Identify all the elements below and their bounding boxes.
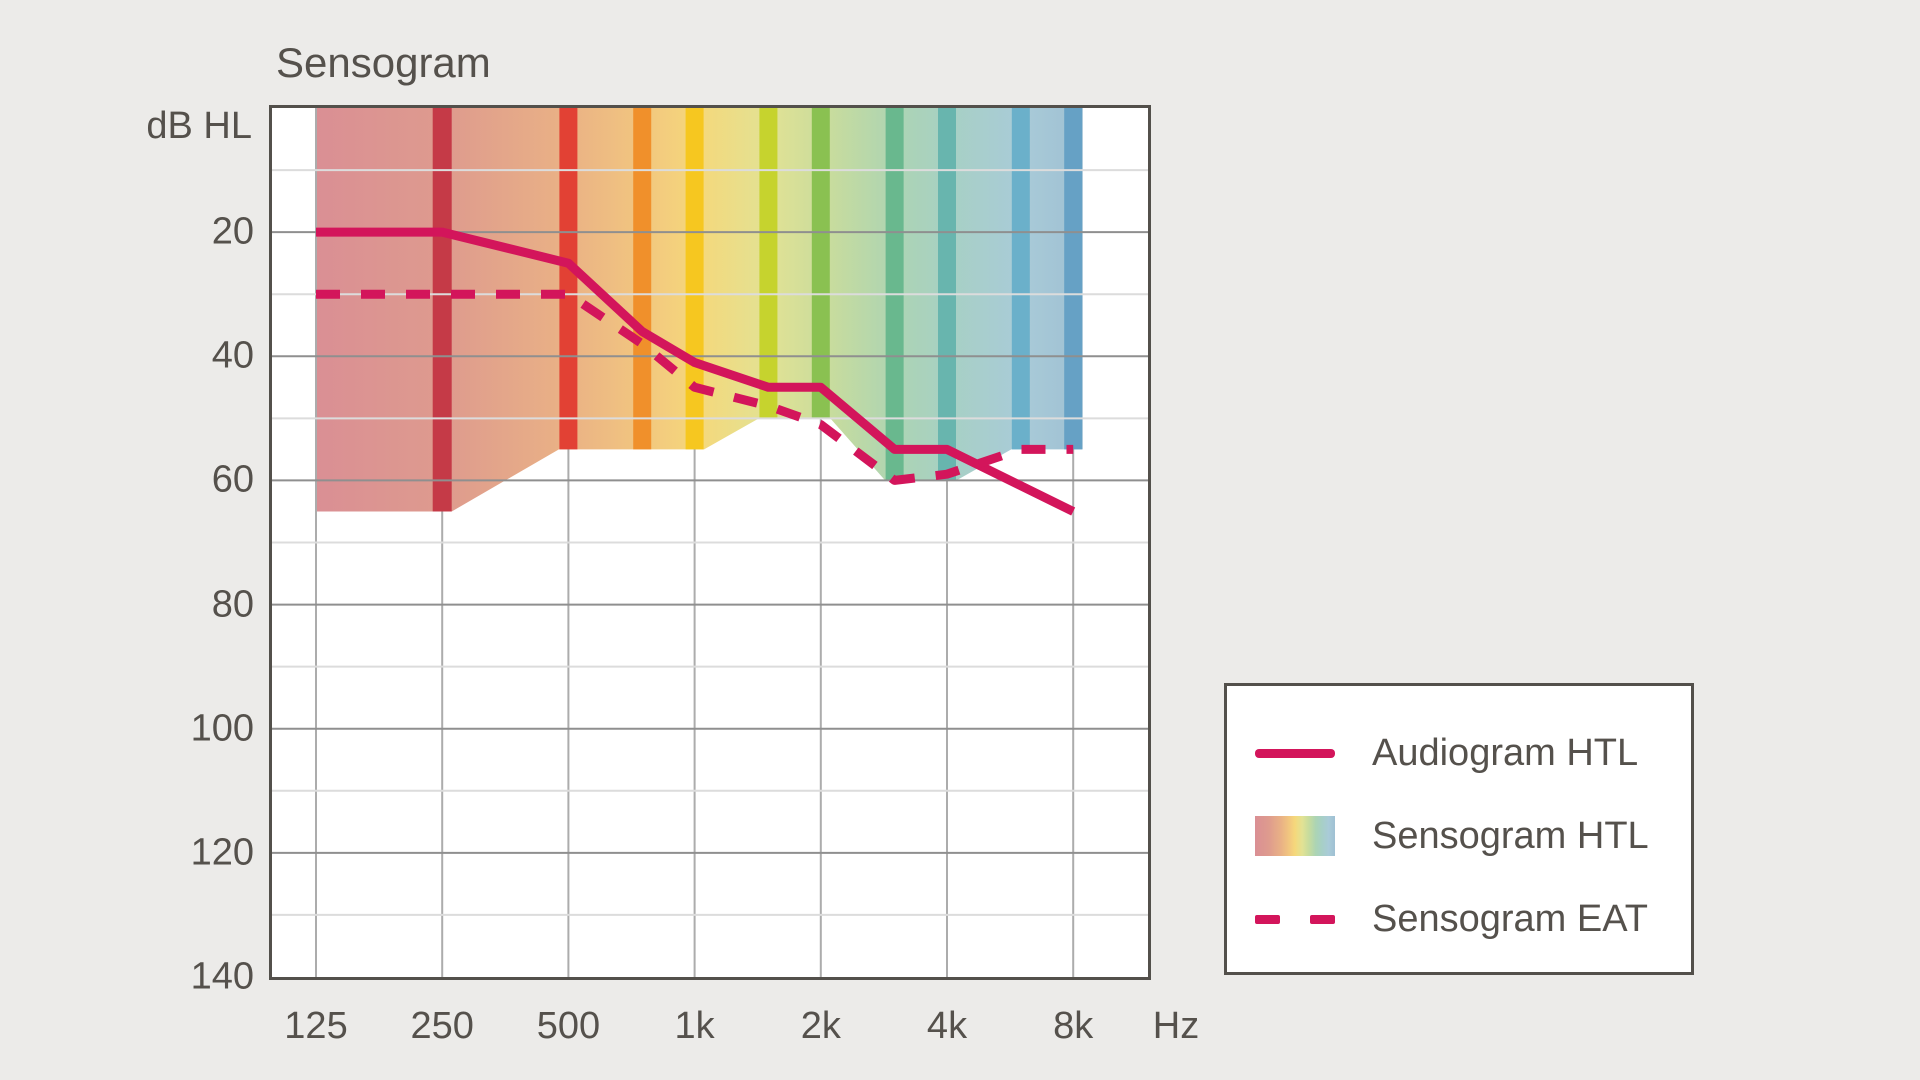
gradient-area-icon — [1255, 816, 1335, 856]
y-tick-label: 140 — [190, 955, 254, 998]
sensogram-htl-swatch — [1255, 816, 1335, 856]
legend-label: Audiogram HTL — [1372, 731, 1639, 774]
x-tick-label: 4k — [926, 1005, 968, 1047]
legend-label: Sensogram HTL — [1372, 814, 1649, 857]
dashed-line-icon — [1255, 914, 1280, 924]
sensogram-eat-swatch — [1255, 914, 1335, 924]
plot-canvas — [272, 108, 1148, 977]
legend-label: Sensogram EAT — [1372, 897, 1648, 940]
solid-line-icon — [1255, 748, 1335, 758]
x-tick-label: 1k — [674, 1005, 715, 1047]
x-tick-label: 125 — [284, 1005, 348, 1047]
y-tick-label: 100 — [190, 707, 254, 750]
legend: Audiogram HTL Sensogram HTL Sensogram EA… — [1224, 683, 1694, 975]
dashed-line-icon — [1310, 914, 1335, 924]
x-tick-label: 500 — [536, 1005, 601, 1047]
legend-item-audiogram-htl: Audiogram HTL — [1227, 731, 1691, 775]
sensogram-plot — [269, 105, 1151, 980]
audiogram-htl-swatch — [1255, 748, 1335, 758]
y-tick-label: 20 — [211, 210, 254, 253]
y-tick-label: 120 — [190, 831, 254, 874]
chart-title: Sensogram — [276, 39, 491, 86]
x-axis-unit-label: Hz — [1152, 1005, 1200, 1047]
legend-item-sensogram-eat: Sensogram EAT — [1227, 897, 1691, 941]
x-tick-label: 8k — [1053, 1005, 1094, 1047]
y-axis-unit-label: dB HL — [146, 105, 252, 147]
y-tick-label: 40 — [211, 334, 254, 377]
x-tick-label: 250 — [410, 1005, 474, 1047]
legend-item-sensogram-htl: Sensogram HTL — [1227, 814, 1691, 858]
x-tick-label: 2k — [800, 1005, 841, 1047]
y-tick-label: 60 — [211, 458, 254, 501]
y-tick-label: 80 — [211, 583, 254, 626]
